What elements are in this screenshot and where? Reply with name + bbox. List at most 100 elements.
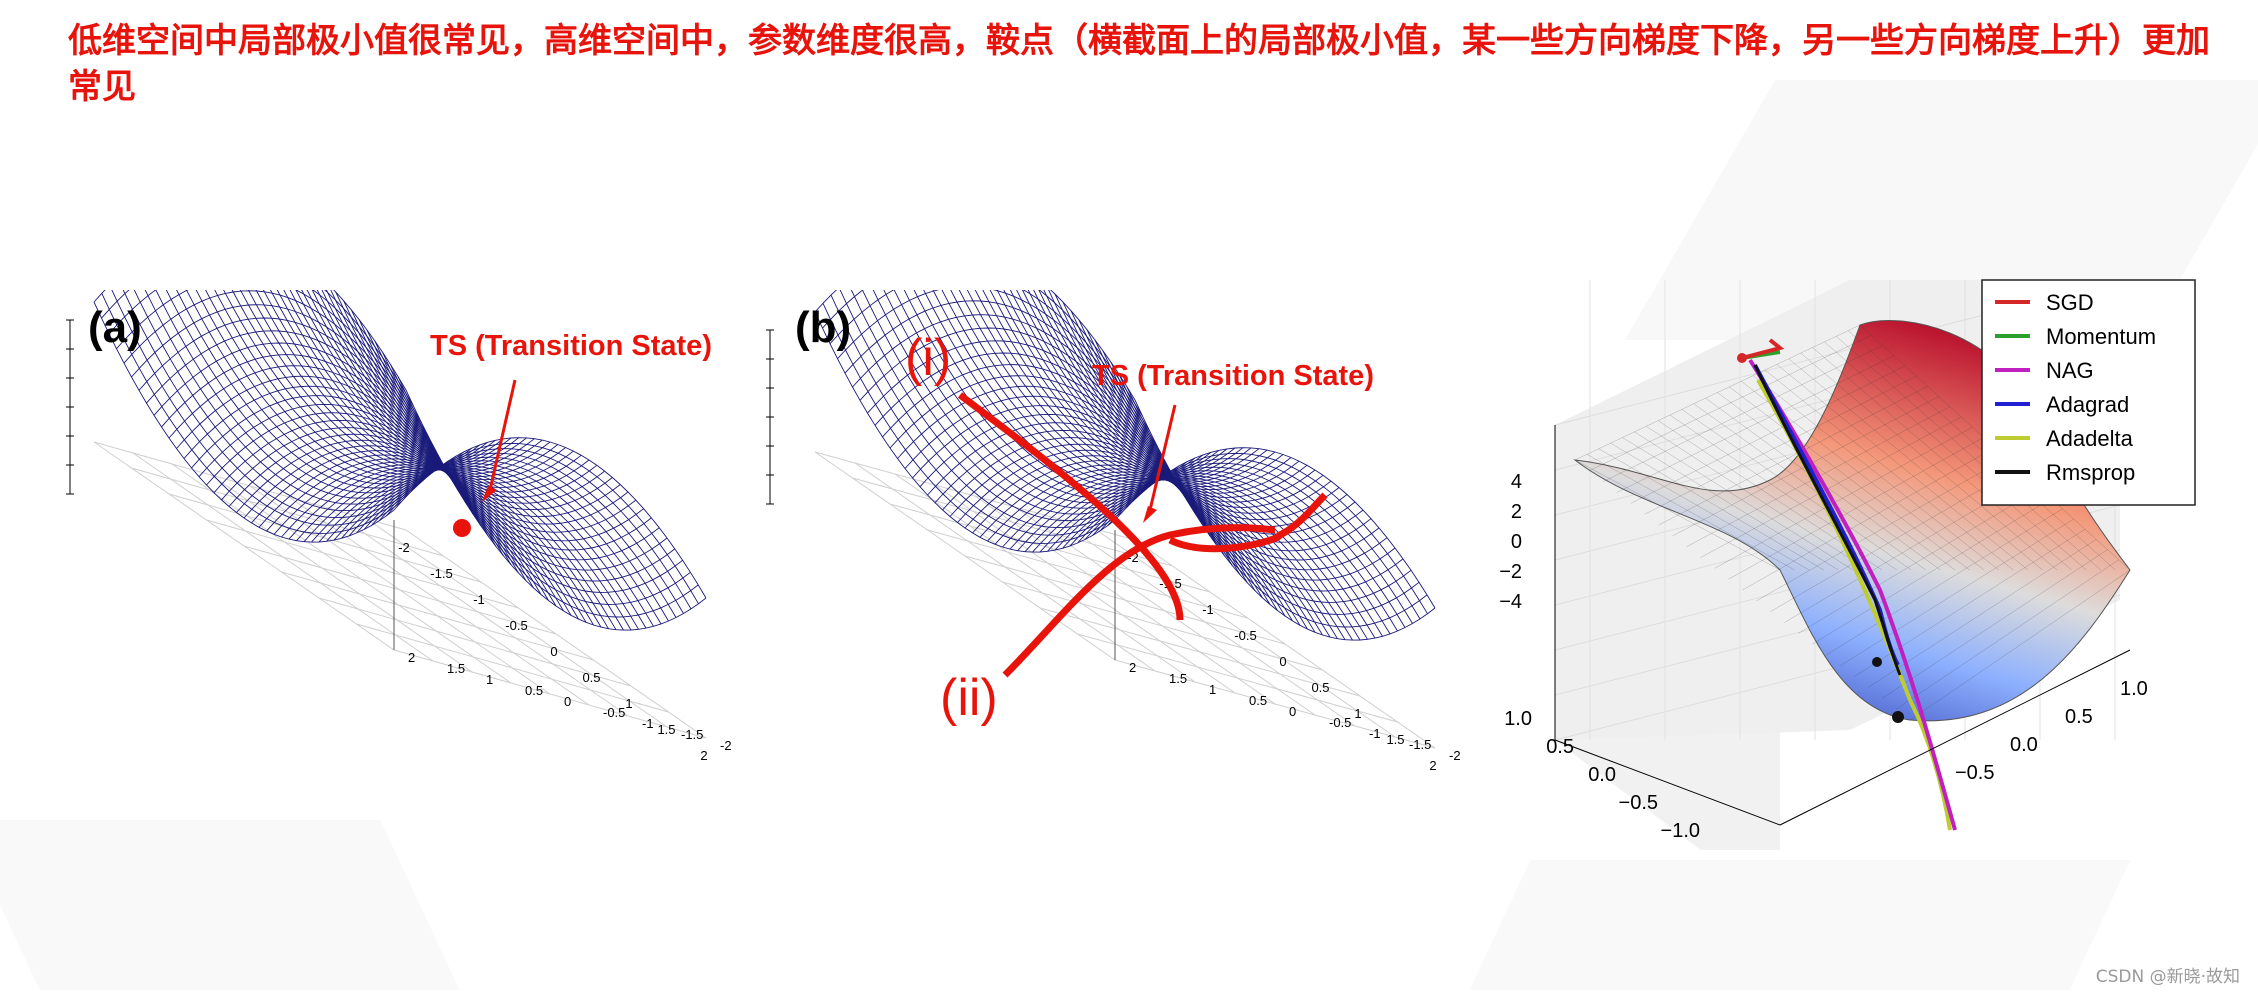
mesh-line	[1729, 386, 1970, 571]
floor-gridline	[243, 545, 557, 635]
panel-c-marker	[1872, 657, 1882, 667]
panel-a-saddle-point	[453, 519, 471, 537]
mesh-line	[964, 455, 1286, 617]
mesh-line	[168, 365, 482, 527]
mesh-line	[1812, 498, 2052, 645]
panel-c-axis-line	[1554, 739, 1781, 826]
y-tick-label: 1.5	[1169, 671, 1187, 686]
floor-gridline	[132, 452, 434, 662]
mesh-line	[829, 290, 1151, 432]
mesh-line	[867, 340, 1188, 502]
x-tick-label: -0.5	[505, 618, 527, 633]
z-tick-label: 2	[1511, 501, 1522, 523]
panel-c-legend: SGD Momentum NAG Adagrad Adadelta Rmsprop	[1981, 279, 2196, 506]
y-tick-label: 1.0	[2120, 678, 2148, 700]
mesh-line	[363, 456, 677, 618]
panel-a-mesh	[93, 290, 707, 631]
mesh-line	[303, 468, 617, 630]
floor-gridline	[93, 441, 395, 651]
background-shape	[0, 820, 460, 990]
mesh-line	[228, 433, 542, 595]
z-tick-label: 0	[1511, 531, 1522, 553]
mesh-line	[371, 452, 684, 614]
x-tick-label: -1	[1202, 602, 1214, 617]
mesh-line	[1630, 365, 1906, 504]
mesh-line	[1840, 518, 2074, 667]
mesh-line	[987, 468, 1308, 630]
mesh-line	[258, 454, 572, 616]
mesh-line	[273, 461, 587, 623]
floor-gridline	[210, 474, 512, 684]
mesh-line	[296, 467, 609, 629]
panel-c-ticks: 420−2−41.00.50.0−0.5−1.0−1.51.00.50.0−0.…	[1499, 471, 2148, 850]
mesh-line	[333, 467, 647, 629]
panel-b-path-ii	[1002, 524, 1276, 678]
mesh-line	[844, 300, 1166, 462]
mesh-line	[1602, 345, 1883, 482]
mesh-line	[1077, 470, 1398, 632]
y-tick-label: -2	[1449, 748, 1460, 763]
mesh-line	[153, 342, 467, 504]
mesh-line	[1574, 459, 1781, 571]
mesh-line	[1826, 508, 2063, 656]
floor-gridline	[894, 473, 1196, 683]
y-tick-label: 1	[1209, 682, 1216, 697]
panel-c-axis-line	[1779, 649, 2131, 826]
y-tick-label: 0.5	[1249, 693, 1267, 708]
panel-a-axes: 420-2-4-6-8-2-1.5-1-0.500.511.52-2-1.5-1…	[66, 319, 732, 763]
mesh-line	[1836, 336, 2101, 571]
mesh-line	[837, 290, 1158, 447]
mesh-line	[108, 290, 422, 422]
y-tick-label: 0	[564, 694, 571, 709]
x-tick-label: -2	[398, 540, 410, 555]
mesh-line	[822, 290, 1143, 417]
floor-gridline	[356, 623, 669, 713]
x-tick-label: 0	[1279, 654, 1286, 669]
panel-b-path-iii	[1168, 492, 1328, 553]
mesh-line	[1062, 475, 1383, 637]
background-shape	[1469, 860, 2131, 990]
mesh-line	[1598, 448, 1810, 571]
x-tick-label: 1.5	[657, 722, 675, 737]
mesh-line	[1681, 409, 1912, 571]
mesh-line	[1800, 352, 2058, 571]
x-tick-label: -1	[473, 592, 485, 607]
mesh-line	[1714, 426, 1973, 569]
mesh-line	[1812, 347, 2072, 571]
mesh-line	[1574, 324, 1861, 461]
mesh-line	[236, 439, 549, 601]
panel-a-arrow	[488, 379, 517, 491]
mesh-line	[1909, 569, 2131, 721]
mesh-line	[1616, 355, 1894, 493]
mesh-line	[942, 437, 1263, 599]
y-tick-label: −0.5	[1955, 762, 1994, 784]
floor-gridline	[814, 451, 1116, 661]
panel-b-label-ii: (ii)	[940, 669, 998, 727]
mesh-line	[311, 469, 624, 631]
y-tick-label: 1.5	[447, 661, 465, 676]
mesh-line	[1753, 375, 1999, 571]
mesh-line	[1054, 477, 1376, 639]
z-tick-label: 4	[1511, 471, 1522, 493]
mesh-line	[934, 429, 1256, 591]
panel-b-arrow	[1148, 404, 1177, 511]
slide-headline: 低维空间中局部极小值很常见，高维空间中，参数维度很高，鞍点（横截面上的局部极小值…	[68, 21, 2210, 107]
mesh-line	[266, 458, 579, 620]
floor-gridline	[1077, 633, 1398, 723]
x-tick-label: 0	[550, 644, 557, 659]
mesh-line	[1024, 478, 1346, 640]
mesh-line	[927, 422, 1248, 584]
mesh-line	[1634, 431, 1854, 571]
mesh-line	[213, 419, 527, 581]
mesh-line	[1776, 364, 2029, 571]
floor-gridline	[393, 649, 707, 739]
mesh-line	[1693, 403, 1926, 571]
mesh-line	[889, 375, 1211, 537]
panel-b-mesh	[814, 290, 1436, 641]
panel-c-optimizer-plot: 420−2−41.00.50.0−0.5−1.0−1.51.00.50.0−0.…	[1499, 279, 2196, 850]
floor-gridline	[281, 571, 594, 661]
mesh-line	[1017, 477, 1338, 639]
y-tick-label: -0.5	[1329, 715, 1351, 730]
floor-gridline	[318, 597, 632, 687]
legend-label: Adadelta	[2046, 426, 2134, 451]
